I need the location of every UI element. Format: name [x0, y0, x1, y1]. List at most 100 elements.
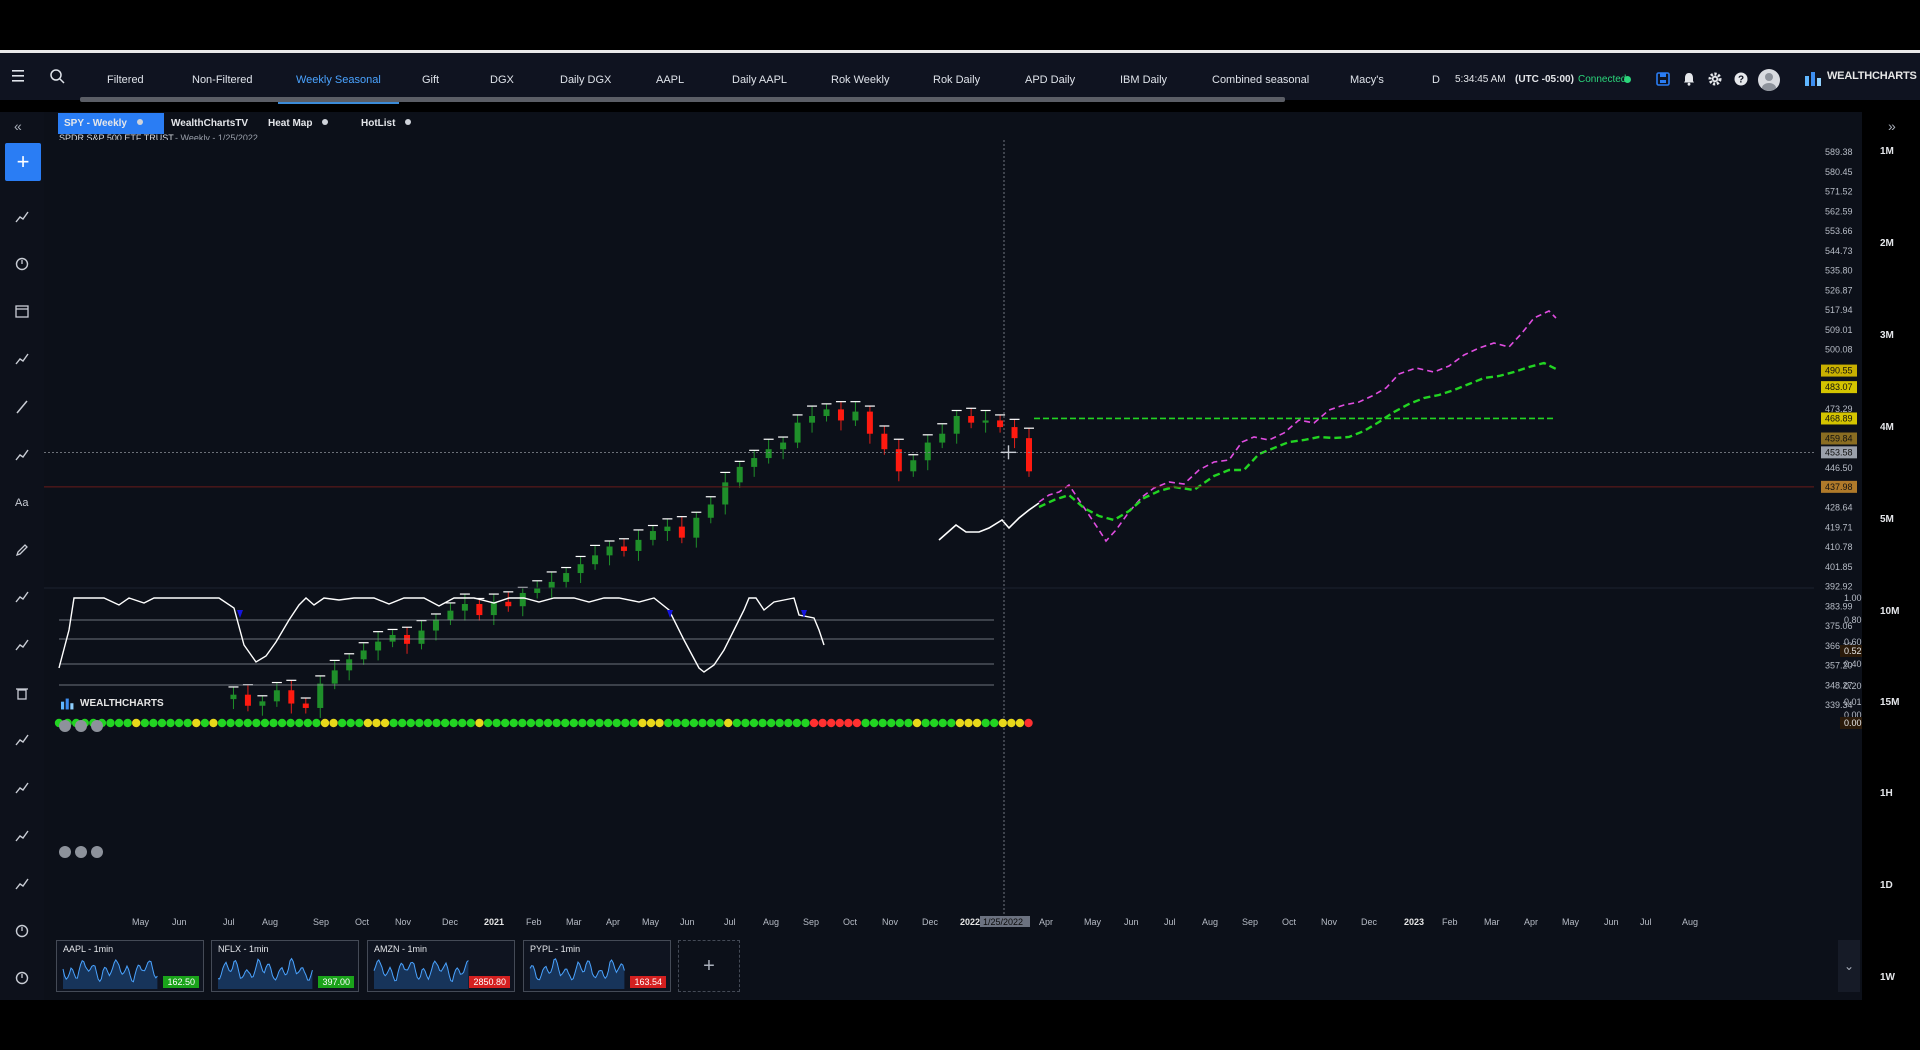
- timeframe-button[interactable]: 10M: [1880, 606, 1900, 617]
- timeframe-button[interactable]: 2M: [1880, 238, 1894, 249]
- timeframe-button[interactable]: 15M: [1880, 697, 1900, 708]
- timeframe-button[interactable]: 1M: [1880, 146, 1894, 157]
- layout-tab[interactable]: IBM Daily: [1120, 74, 1168, 86]
- layout-tab[interactable]: Filtered: [107, 74, 144, 86]
- x-axis-tick-label: Aug: [1202, 917, 1218, 927]
- candle: [778, 436, 789, 460]
- collapse-toolbar-icon[interactable]: «: [14, 118, 22, 134]
- timeframe-button[interactable]: 3M: [1880, 330, 1894, 341]
- dot-signal: [921, 718, 930, 728]
- chart-tab[interactable]: WealthChartsTV: [165, 113, 254, 134]
- mini-chart-price: 163.54: [630, 976, 666, 988]
- hamburger-menu-icon[interactable]: [10, 67, 30, 85]
- dot-signal: [887, 718, 896, 728]
- layout-tab[interactable]: Rok Weekly: [831, 74, 890, 86]
- trend-icon[interactable]: [14, 351, 30, 367]
- timeframe-button[interactable]: 1H: [1880, 788, 1893, 799]
- help-icon[interactable]: ?: [1733, 71, 1749, 87]
- candle: [720, 471, 731, 515]
- chart-type-icon[interactable]: [14, 780, 30, 796]
- bell-icon[interactable]: [1681, 71, 1697, 87]
- chart-tab[interactable]: Heat Map: [262, 113, 334, 134]
- user-avatar[interactable]: [1758, 69, 1780, 91]
- dot-signal: [1007, 718, 1016, 728]
- globe-icon[interactable]: [14, 970, 30, 986]
- calendar-icon[interactable]: [14, 303, 30, 319]
- tab-close-dot-icon[interactable]: [137, 119, 143, 125]
- layout-tab[interactable]: APD Daily: [1025, 74, 1076, 86]
- layout-tab[interactable]: Non-Filtered: [192, 74, 253, 86]
- price-chart[interactable]: 589.38 580.45 571.52 562.59 553.66 544.73 535.…: [44, 140, 1862, 930]
- indicators-icon[interactable]: [14, 209, 30, 225]
- chart-tab-label: WealthChartsTV: [171, 118, 249, 129]
- mini-chart[interactable]: PYPL - 1min 163.54: [523, 940, 671, 992]
- timeframe-button[interactable]: 5M: [1880, 514, 1894, 525]
- candle: [315, 675, 326, 718]
- mini-chart[interactable]: NFLX - 1min 397.00: [211, 940, 359, 992]
- svg-text:437.98: 437.98: [1825, 482, 1853, 492]
- osc-axis-tick: 0.20: [1844, 681, 1862, 691]
- target-icon[interactable]: [14, 923, 30, 939]
- svg-text:490.55: 490.55: [1825, 366, 1853, 376]
- top-divider: [0, 50, 1920, 53]
- crosshair-cursor-icon: [1001, 445, 1016, 460]
- add-chart-button[interactable]: +: [5, 143, 41, 181]
- oscillator-controls[interactable]: [59, 719, 107, 732]
- tab-close-dot-icon[interactable]: [405, 119, 412, 125]
- search-icon[interactable]: [48, 67, 68, 87]
- layout-tab[interactable]: Rok Daily: [933, 74, 981, 86]
- trash-icon[interactable]: [14, 685, 30, 701]
- layout-tab[interactable]: Daily AAPL: [732, 74, 788, 86]
- save-icon[interactable]: [1655, 71, 1671, 87]
- x-axis-tick-label: 2021: [484, 917, 504, 927]
- layout-tab[interactable]: Macy's: [1350, 74, 1384, 86]
- candle: [995, 414, 1006, 433]
- layout-tab[interactable]: AAPL: [656, 74, 685, 86]
- ruler-icon[interactable]: [14, 589, 30, 605]
- timeframe-button[interactable]: 4M: [1880, 422, 1894, 433]
- layout-tab[interactable]: Combined seasonal: [1212, 74, 1310, 86]
- x-axis-tick-label: May: [132, 917, 150, 927]
- chart-tab[interactable]: SPY - Weekly: [58, 113, 164, 134]
- osc-axis-tick: 0.80: [1844, 615, 1862, 625]
- timezone[interactable]: (UTC -05:00): [1515, 74, 1574, 85]
- layout-tab[interactable]: Weekly Seasonal: [278, 74, 399, 104]
- chart-tab[interactable]: HotList: [355, 113, 417, 134]
- line-tool-icon[interactable]: [14, 399, 30, 415]
- y-axis-tick-label: 562.59: [1825, 206, 1853, 216]
- mini-chart[interactable]: AAPL - 1min 162.50: [56, 940, 204, 992]
- watermark-logo-icon: [61, 698, 74, 710]
- layout-tab[interactable]: DGX: [490, 74, 514, 86]
- add-mini-chart-button[interactable]: +: [678, 940, 740, 992]
- pencil-icon[interactable]: [14, 542, 30, 558]
- x-axis-tick-label: Oct: [355, 917, 370, 927]
- tab-close-dot-icon[interactable]: [322, 119, 329, 125]
- timeframe-button[interactable]: 1D: [1880, 880, 1893, 891]
- tabs-scrollbar[interactable]: [80, 97, 1285, 102]
- angle-icon[interactable]: [14, 637, 30, 653]
- shapes-icon[interactable]: [14, 447, 30, 463]
- dot-signal: [869, 718, 879, 728]
- clock-icon[interactable]: [14, 256, 30, 272]
- zigzag-icon[interactable]: [14, 828, 30, 844]
- layout-tab[interactable]: D: [1432, 74, 1440, 86]
- timeframe-button[interactable]: 1W: [1880, 972, 1895, 983]
- refresh-icon[interactable]: [14, 732, 30, 748]
- wealthcharts-logo-text: WEALTHCHARTS: [1827, 70, 1917, 82]
- layers-icon[interactable]: [14, 876, 30, 892]
- mini-chart-price: 397.00: [318, 976, 354, 988]
- gear-icon[interactable]: [1707, 71, 1723, 87]
- expand-panel-icon[interactable]: »: [1888, 118, 1896, 134]
- layout-tab[interactable]: Gift: [422, 74, 440, 86]
- candle: [445, 602, 456, 626]
- dots-indicator-controls[interactable]: [59, 845, 107, 858]
- collapse-minis-icon[interactable]: ⌄: [1838, 940, 1860, 992]
- dot-signal: [603, 718, 613, 728]
- text-tool-icon[interactable]: Aa: [14, 494, 30, 510]
- candle: [908, 454, 919, 477]
- layout-tab[interactable]: Daily DGX: [560, 74, 612, 86]
- dot-signal: [346, 718, 355, 728]
- dot-signal: [732, 718, 742, 728]
- x-axis-tick-label: Sep: [313, 917, 329, 927]
- mini-chart[interactable]: AMZN - 1min 2850.80: [367, 940, 515, 992]
